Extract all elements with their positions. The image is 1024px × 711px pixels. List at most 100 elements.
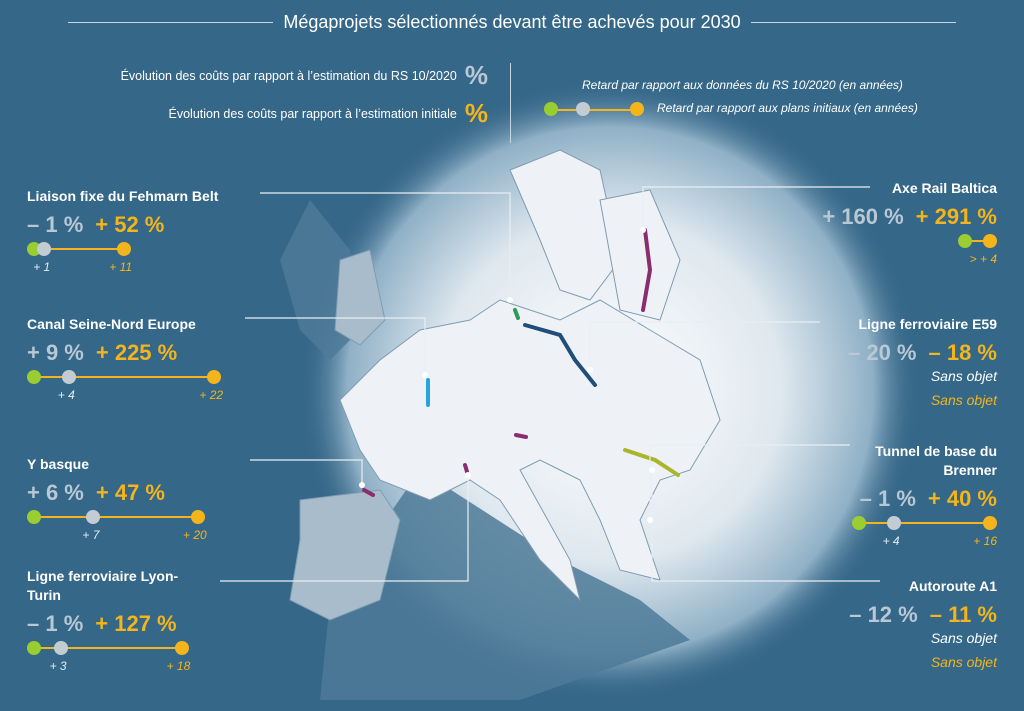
delay-rs-text: Sans objet: [930, 630, 997, 646]
project-costs: + 9 % + 225 %: [27, 340, 267, 366]
leader-lines: [220, 186, 880, 582]
project-card: Axe Rail Baltica + 160 % + 291 % > + 4: [757, 179, 997, 266]
project-name: Autoroute A1: [908, 578, 997, 594]
project-name: Ligne ferroviaire E59: [858, 316, 997, 332]
project-costs: + 160 % + 291 %: [757, 204, 997, 230]
delay-initial-marker: [983, 516, 997, 530]
delay-initial-label: > + 4: [969, 252, 997, 266]
project-name: Y basque: [27, 456, 89, 472]
delay-initial-marker: [191, 510, 205, 524]
delay-initial-label: + 18: [166, 659, 191, 673]
delay-rs-marker: [61, 370, 76, 384]
project-name: Axe Rail Baltica: [891, 180, 997, 196]
start-marker: [27, 641, 41, 655]
header: Mégaprojets sélectionnés devant être ach…: [0, 12, 1024, 33]
delay-timeline: + 4 + 22: [27, 370, 267, 402]
project-costs: – 1 % + 127 %: [27, 611, 197, 637]
route-y-basque: [362, 488, 375, 497]
title-rule-left: [68, 22, 274, 23]
route-fehmarn: [513, 308, 520, 320]
cost-change-rs: – 12 %: [849, 602, 918, 627]
delay-rs-label: + 1: [33, 260, 51, 274]
delay-timeline: > + 4: [757, 234, 997, 266]
project-name: Ligne ferroviaire Lyon-Turin: [27, 568, 179, 603]
delay-rs-marker: [86, 510, 101, 524]
legend-divider: [510, 63, 511, 143]
land: [289, 149, 721, 621]
start-marker: [27, 370, 41, 384]
start-marker: [851, 516, 866, 530]
route-e59: [523, 323, 597, 387]
delay-initial-text: Sans objet: [930, 392, 997, 408]
delay-rs-label: + 3: [49, 659, 67, 673]
delay-initial-label: + 20: [183, 528, 207, 542]
cost-change-initial: + 291 %: [915, 204, 997, 229]
project-card: Ligne ferroviaire E59 – 20 % – 18 % Sans o…: [757, 315, 997, 412]
route-a1: [623, 448, 680, 477]
delay-initial-text: Sans objet: [930, 654, 997, 670]
cost-change-initial: – 11 %: [929, 602, 997, 627]
start-marker: [27, 510, 41, 524]
delay-initial-label: + 22: [199, 388, 224, 402]
delay-rs-marker: [37, 242, 52, 256]
cost-change-initial: + 52 %: [95, 212, 165, 237]
delay-rs-marker: [886, 516, 901, 530]
project-card: Liaison fixe du Fehmarn Belt – 1 % + 52 %…: [27, 187, 267, 274]
delay-timeline: + 7 + 20: [27, 510, 267, 542]
cost-change-rs: + 9 %: [27, 340, 84, 365]
delay-rs-label: + 7: [82, 528, 100, 542]
cost-change-initial: – 18 %: [928, 340, 998, 365]
delay-timeline: + 1 + 11: [27, 242, 267, 274]
delay-rs-text: Sans objet: [930, 368, 997, 384]
cost-change-rs: + 160 %: [822, 204, 904, 229]
page-title: Mégaprojets sélectionnés devant être ach…: [283, 12, 741, 32]
cost-change-rs: – 1 %: [859, 486, 916, 511]
route-rail-baltica: [641, 228, 653, 312]
delay-rs-label: + 4: [882, 534, 900, 548]
project-routes: [362, 228, 680, 497]
title-rule-right: [750, 22, 956, 23]
project-costs: – 1 % + 40 %: [827, 486, 997, 512]
cost-change-rs: – 20 %: [848, 340, 917, 365]
project-costs: – 20 % – 18 %: [757, 340, 997, 366]
delay-timeline: + 4 + 16: [827, 516, 997, 548]
cost-change-initial: + 225 %: [95, 340, 178, 365]
project-name: Canal Seine-Nord Europe: [27, 316, 196, 332]
legend-cost-initial-label: Évolution des coûts par rapport à l’esti…: [168, 106, 457, 121]
project-costs: – 12 % – 11 %: [757, 602, 997, 628]
legend-timeline-icon: [544, 102, 644, 118]
project-card: Y basque + 6 % + 47 % + 7 + 20: [27, 455, 267, 542]
legend-delay-initial: Retard par rapport aux plans initiaux (e…: [657, 101, 918, 115]
project-card: Ligne ferroviaire Lyon-Turin – 1 % + 127 …: [27, 567, 197, 673]
cost-change-initial: + 47 %: [95, 480, 165, 505]
delay-initial-marker: [174, 641, 189, 655]
legend-cost-rs-label: Évolution des coûts par rapport à l’esti…: [120, 68, 457, 83]
delay-rs-label: + 4: [57, 388, 75, 402]
cost-change-initial: + 127 %: [95, 611, 177, 636]
project-card: Canal Seine-Nord Europe + 9 % + 225 % + 4…: [27, 315, 267, 402]
project-card: Autoroute A1 – 12 % – 11 % Sans objet Sans…: [757, 577, 997, 674]
project-card: Tunnel de base du Brenner – 1 % + 40 % + …: [827, 442, 997, 548]
start-marker: [958, 234, 973, 248]
project-name: Liaison fixe du Fehmarn Belt: [27, 188, 219, 204]
legend-cost-initial: Évolution des coûts par rapport à l’esti…: [169, 98, 488, 129]
legend-cost-rs: Évolution des coûts par rapport à l’esti…: [121, 60, 488, 91]
cost-change-rs: – 1 %: [27, 611, 84, 636]
percent-icon-initial: %: [464, 98, 488, 128]
percent-icon-rs: %: [464, 60, 488, 90]
delay-initial-label: + 11: [109, 260, 132, 274]
legend-delay-rs: Retard par rapport aux données du RS 10/…: [582, 78, 903, 92]
project-costs: + 6 % + 47 %: [27, 480, 267, 506]
project-costs: – 1 % + 52 %: [27, 212, 267, 238]
cost-change-rs: + 6 %: [27, 480, 84, 505]
cost-change-initial: + 40 %: [927, 486, 997, 511]
delay-timeline: + 3 + 18: [27, 641, 197, 673]
delay-initial-marker: [117, 242, 132, 256]
delay-initial-marker: [983, 234, 997, 248]
delay-initial-marker: [207, 370, 222, 384]
cost-change-rs: – 1 %: [27, 212, 84, 237]
route-brenner: [514, 433, 528, 439]
delay-initial-label: + 16: [973, 534, 997, 548]
project-pins: [359, 227, 655, 523]
